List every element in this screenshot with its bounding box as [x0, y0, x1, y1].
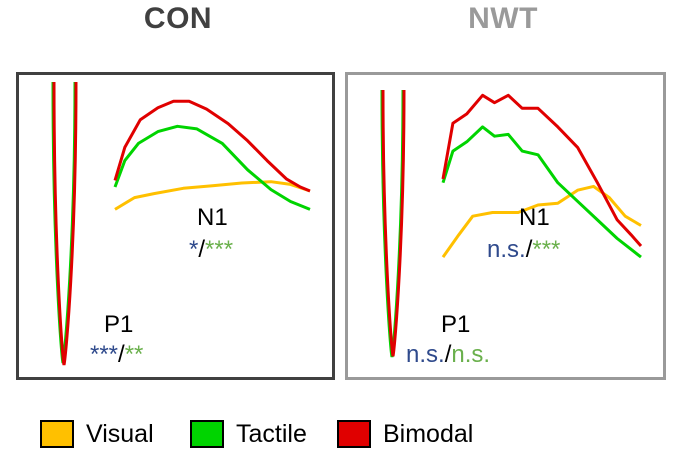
p1-trough-con-bimodal	[52, 81, 78, 366]
panel-frame-con	[16, 72, 335, 380]
p1-trough-nwt-bimodal	[381, 89, 406, 357]
con-n1-visual-sig: *	[189, 236, 199, 263]
nwt-p1-visual-sig: n.s.	[406, 341, 445, 368]
trace-nwt-visual	[441, 184, 642, 258]
con-n1-label: N1	[197, 204, 228, 231]
con-p1-label: P1	[104, 311, 134, 338]
legend-label-visual: Visual	[86, 420, 154, 448]
con-p1-visual-sig: ***	[90, 341, 119, 368]
trace-con-bimodal	[113, 99, 311, 193]
nwt-p1-label: P1	[441, 311, 471, 338]
trace-con-visual	[114, 180, 311, 211]
trace-con-tactile	[113, 124, 311, 211]
con-p1-significance: ***/**	[90, 341, 144, 368]
legend-swatch-bimodal	[337, 420, 371, 448]
nwt-n1-label: N1	[519, 204, 550, 231]
con-n1-tactile-sig: ***	[205, 236, 234, 263]
nwt-n1-visual-sig: n.s.	[487, 236, 526, 263]
nwt-n1-significance: n.s./***	[487, 236, 561, 263]
legend-swatch-tactile	[190, 420, 224, 448]
panel-frame-nwt	[345, 72, 666, 380]
legend-label-tactile: Tactile	[236, 420, 307, 448]
legend-swatch-visual	[40, 420, 74, 448]
trace-nwt-tactile	[441, 125, 642, 259]
nwt-p1-significance: n.s./n.s.	[406, 341, 491, 368]
nwt-n1-tactile-sig: ***	[532, 236, 561, 263]
legend-label-bimodal: Bimodal	[383, 420, 474, 448]
panel-title-nwt: NWT	[468, 2, 538, 35]
con-n1-significance: */***	[189, 236, 234, 263]
panel-title-con: CON	[143, 2, 213, 35]
con-p1-tactile-sig: **	[124, 341, 144, 368]
nwt-p1-tactile-sig: n.s.	[451, 341, 491, 368]
trace-nwt-bimodal	[441, 93, 643, 247]
